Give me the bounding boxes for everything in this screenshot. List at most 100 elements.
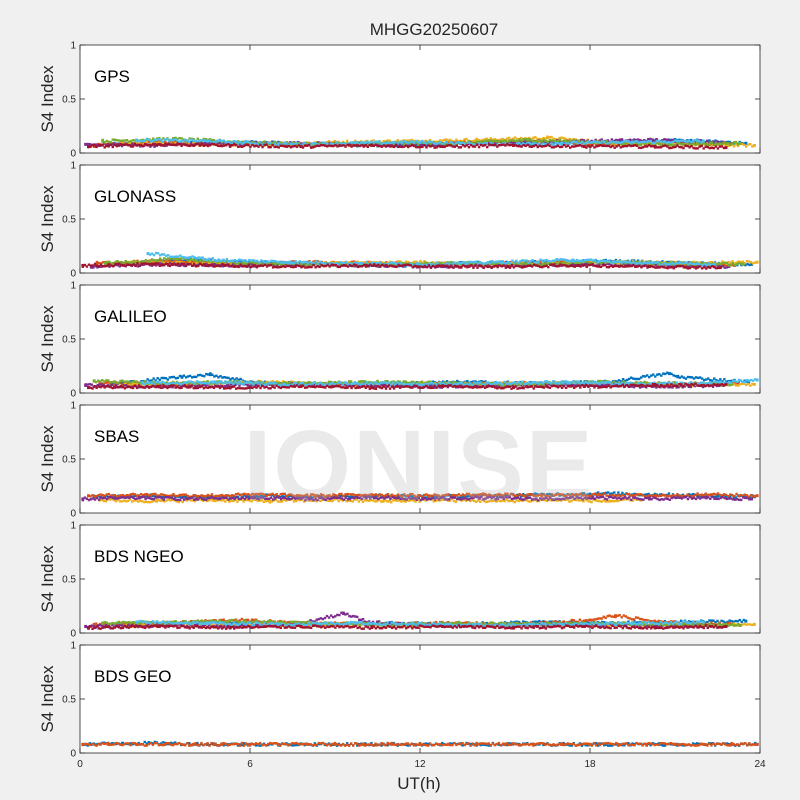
scatter-fill-point <box>188 144 191 148</box>
scatter-fill-point <box>409 144 412 148</box>
data-point <box>446 140 450 144</box>
scatter-fill-point <box>746 262 749 266</box>
scatter-fill-point <box>201 260 204 263</box>
scatter-fill-point <box>698 143 701 146</box>
scatter-fill-point <box>275 144 278 147</box>
scatter-fill-point <box>207 142 211 145</box>
data-point <box>738 141 742 145</box>
scatter-fill-point <box>641 140 644 144</box>
scatter-fill-point <box>419 145 422 149</box>
scatter-fill-point <box>336 145 339 148</box>
scatter-fill-point <box>207 260 210 263</box>
scatter-fill-point <box>468 263 471 267</box>
scatter-fill-point <box>258 261 261 264</box>
scatter-fill-point <box>374 141 378 145</box>
scatter-fill-point <box>289 142 292 145</box>
scatter-fill-point <box>316 265 319 268</box>
scatter-fill-point <box>131 142 134 146</box>
scatter-fill-point <box>262 260 265 263</box>
scatter-fill-point <box>99 262 103 265</box>
scatter-fill-point <box>540 139 544 143</box>
scatter-fill-point <box>530 139 533 142</box>
scatter-fill-point <box>166 262 170 266</box>
scatter-fill-point <box>118 262 121 265</box>
scatter-fill-point <box>552 143 555 146</box>
scatter-fill-point <box>219 261 223 264</box>
scatter-fill-point <box>684 266 688 269</box>
scatter-fill-point <box>741 260 745 263</box>
scatter-fill-point <box>378 144 382 148</box>
scatter-fill-point <box>237 258 241 261</box>
scatter-fill-point <box>97 261 101 265</box>
scatter-fill-point <box>165 258 168 261</box>
scatter-fill-point <box>515 137 519 141</box>
scatter-fill-point <box>149 141 153 145</box>
scatter-fill-point <box>252 261 255 264</box>
scatter-fill-point <box>475 141 478 145</box>
scatter-fill-point <box>557 258 561 262</box>
scatter-fill-point <box>626 260 629 264</box>
panel-label: GLONASS <box>94 187 176 206</box>
scatter-fill-point <box>630 262 633 265</box>
scatter-fill-point <box>208 139 211 142</box>
scatter-fill-point <box>710 146 714 150</box>
scatter-fill-point <box>538 143 541 146</box>
scatter-fill-point <box>396 145 400 149</box>
scatter-fill-point <box>732 145 736 148</box>
scatter-fill-point <box>692 142 695 145</box>
scatter-fill-point <box>350 145 353 148</box>
scatter-fill-point <box>269 144 272 147</box>
scatter-fill-point <box>199 260 202 263</box>
scatter-fill-point <box>552 146 556 149</box>
scatter-fill-point <box>594 138 597 142</box>
scatter-fill-point <box>396 142 399 145</box>
scatter-fill-point <box>205 263 208 266</box>
scatter-fill-point <box>231 377 234 380</box>
scatter-fill-point <box>159 141 163 145</box>
scatter-fill-point <box>310 265 313 269</box>
scatter-fill-point <box>237 140 240 143</box>
scatter-fill-point <box>634 260 637 264</box>
scatter-fill-point <box>747 143 750 146</box>
scatter-fill-point <box>587 258 591 261</box>
figure-title: MHGG20250607 <box>370 20 499 39</box>
scatter-fill-point <box>488 139 491 142</box>
scatter-fill-point <box>164 377 168 380</box>
scatter-fill-point <box>590 141 594 144</box>
scatter-fill-point <box>566 142 569 145</box>
scatter-fill-point <box>171 259 174 262</box>
scatter-fill-point <box>554 145 558 148</box>
scatter-fill-point <box>95 264 99 267</box>
scatter-fill-point <box>740 263 743 267</box>
scatter-fill-point <box>540 138 543 141</box>
scatter-fill-point <box>292 264 295 267</box>
scatter-fill-point <box>138 260 142 264</box>
scatter-fill-point <box>171 255 174 259</box>
scatter-fill-point <box>240 260 243 264</box>
scatter-fill-point <box>725 263 728 267</box>
scatter-fill-point <box>389 264 392 267</box>
scatter-fill-point <box>656 266 659 269</box>
scatter-fill-point <box>607 266 611 269</box>
scatter-fill-point <box>508 139 511 142</box>
scatter-fill-point <box>648 262 652 266</box>
scatter-fill-point <box>695 261 698 264</box>
scatter-fill-point <box>724 142 728 145</box>
scatter-fill-point <box>107 145 110 148</box>
scatter-fill-point <box>407 263 410 267</box>
scatter-fill-point <box>557 265 560 268</box>
scatter-fill-point <box>252 142 256 145</box>
scatter-fill-point <box>264 261 267 264</box>
scatter-fill-point <box>354 141 357 144</box>
scatter-fill-point <box>512 139 515 142</box>
scatter-fill-point <box>629 141 632 145</box>
scatter-fill-point <box>448 262 451 266</box>
scatter-fill-point <box>652 261 656 264</box>
scatter-fill-point <box>150 252 154 255</box>
scatter-fill-point <box>680 264 684 268</box>
scatter-fill-point <box>168 143 171 146</box>
scatter-fill-point <box>192 139 195 142</box>
scatter-fill-point <box>714 145 718 148</box>
scatter-fill-point <box>536 264 540 268</box>
scatter-fill-point <box>188 262 192 266</box>
